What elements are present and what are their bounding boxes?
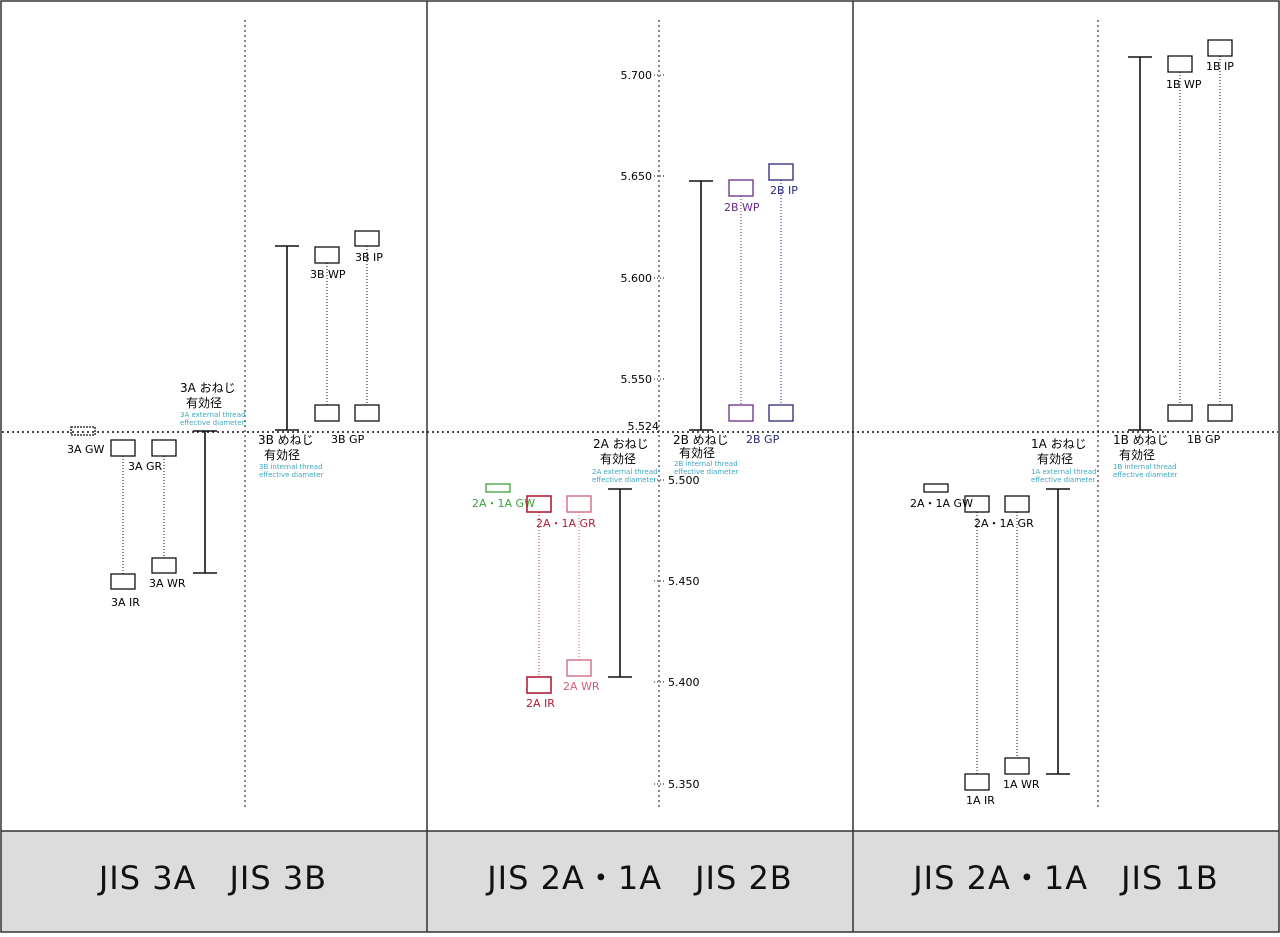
wp-label: 2B WP xyxy=(724,201,760,214)
gauge-wr xyxy=(566,659,592,677)
gauge-wp xyxy=(728,179,754,197)
ext-note-1: 3A external thread xyxy=(180,411,245,419)
int-note-1: 2B internal thread xyxy=(674,460,738,468)
gauge-gp xyxy=(728,404,754,422)
ext-title-2: 有効径 xyxy=(1037,451,1073,466)
panel-2a-2b: 5.700 5.650 5.600 5.550 5.524 5.500 5.45… xyxy=(472,20,798,897)
int-title-2: 有効径 xyxy=(1119,447,1155,462)
gw-label: 2A・1A GW xyxy=(472,497,535,510)
tick-label: 5.500 xyxy=(668,474,700,487)
gauge-gr xyxy=(151,439,177,457)
gr-label: 2A・1A GR xyxy=(974,517,1034,530)
ext-note-1: 1A external thread xyxy=(1031,468,1096,476)
int-title-1: 3B めねじ xyxy=(258,433,314,447)
gauge-gr xyxy=(1004,495,1030,513)
ext-title-1: 3A おねじ xyxy=(180,381,236,395)
tick-label: 5.650 xyxy=(621,170,653,183)
panel-footer: JIS 2A・1A JIS 1B xyxy=(911,859,1219,897)
ext-title-1: 1A おねじ xyxy=(1031,437,1087,451)
ir-label: 1A IR xyxy=(966,794,995,807)
gauge-ip xyxy=(354,230,380,247)
gw-label: 3A GW xyxy=(67,443,105,456)
gauge-wr xyxy=(151,557,177,574)
ext-note-1: 2A external thread xyxy=(592,468,657,476)
tick-label: 5.524 xyxy=(628,420,660,433)
ext-note-2: effective diameter xyxy=(592,476,657,484)
tick-label: 5.700 xyxy=(621,69,653,82)
wp-label: 1B WP xyxy=(1166,78,1202,91)
tick-label: 5.350 xyxy=(668,778,700,791)
int-title-1: 2B めねじ xyxy=(673,433,729,447)
ext-title-2: 有効径 xyxy=(186,395,222,410)
ext-title-1: 2A おねじ xyxy=(593,437,649,451)
int-title-2: 有効径 xyxy=(679,445,715,460)
wr-label: 1A WR xyxy=(1003,778,1040,791)
int-note-2: effective diameter xyxy=(1113,471,1178,479)
ir-label: 2A IR xyxy=(526,697,555,710)
ext-title-2: 有効径 xyxy=(600,451,636,466)
ip-label: 2B IP xyxy=(770,184,798,197)
panel-footer: JIS 3A JIS 3B xyxy=(97,859,327,897)
gauge-gw xyxy=(923,483,949,493)
gauge-gp xyxy=(768,404,794,422)
int-note-1: 1B internal thread xyxy=(1113,463,1177,471)
tick-label: 5.400 xyxy=(668,676,700,689)
tick-label: 5.450 xyxy=(668,575,700,588)
gauge-gw xyxy=(70,426,96,436)
gauge-wp xyxy=(314,246,340,264)
int-note-1: 3B internal thread xyxy=(259,463,323,471)
gauge-gp xyxy=(354,404,380,422)
int-title-1: 1B めねじ xyxy=(1113,433,1169,447)
wr-label: 2A WR xyxy=(563,680,600,693)
gauge-gr xyxy=(566,495,592,513)
gauge-ir xyxy=(526,676,552,694)
gauge-gp xyxy=(1167,404,1193,422)
wp-label: 3B WP xyxy=(310,268,346,281)
gauge-gw xyxy=(485,483,511,493)
tick-label: 5.600 xyxy=(621,272,653,285)
panel-footer: JIS 2A・1A JIS 2B xyxy=(485,859,793,897)
ir-label: 3A IR xyxy=(111,596,140,609)
gauge-gp xyxy=(1207,404,1233,422)
wr-label: 3A WR xyxy=(149,577,186,590)
ext-note-2: effective diameter xyxy=(1031,476,1096,484)
tick-label: 5.550 xyxy=(621,373,653,386)
gauge-gp xyxy=(314,404,340,422)
gauge-ip xyxy=(1207,39,1233,57)
gp-label: 1B GP xyxy=(1187,433,1221,446)
gp-label: 2B GP xyxy=(746,433,780,446)
footer-band xyxy=(1,831,1279,932)
panel-3a-3b: 3A GW 3A GR 3A IR 3A WR 3A おねじ 有効径 3A ex… xyxy=(67,20,383,897)
gauge-wp xyxy=(1167,55,1193,73)
gr-label: 3A GR xyxy=(128,460,163,473)
int-title-2: 有効径 xyxy=(264,447,300,462)
gauge-gr-ir xyxy=(964,495,990,513)
int-note-2: effective diameter xyxy=(674,468,739,476)
ip-label: 3B IP xyxy=(355,251,383,264)
ip-label: 1B IP xyxy=(1206,60,1234,73)
gauge-gr-ir xyxy=(526,495,552,513)
panel-1a-1b: 2A・1A GW 2A・1A GR 1A IR 1A WR 1A おねじ 有効径… xyxy=(910,20,1234,897)
gp-label: 3B GP xyxy=(331,433,365,446)
gw-label: 2A・1A GW xyxy=(910,497,973,510)
gr-label: 2A・1A GR xyxy=(536,517,596,530)
ext-note-2: effective diameter xyxy=(180,419,245,427)
gauge-gr-ir xyxy=(110,439,136,457)
gauge-ip xyxy=(768,163,794,181)
gauge-ir xyxy=(964,773,990,791)
int-note-2: effective diameter xyxy=(259,471,324,479)
gauge-ir xyxy=(110,573,136,590)
gauge-wr xyxy=(1004,757,1030,775)
